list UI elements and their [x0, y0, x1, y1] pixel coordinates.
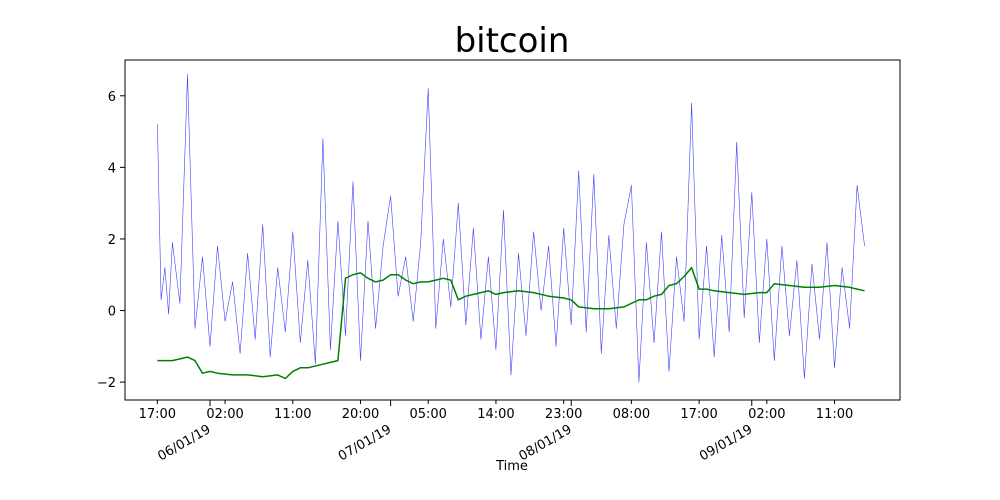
x-tick-label: 23:00: [545, 407, 582, 422]
y-tick-label: 0: [108, 305, 116, 320]
x-tick-label: 05:00: [409, 407, 446, 422]
x-tick-label: 17:00: [680, 407, 717, 422]
x-tick-label: 20:00: [342, 407, 379, 422]
y-tick-label: −2: [97, 376, 116, 391]
x-major-tick-label: 08/01/19: [517, 422, 575, 464]
x-tick-label: 11:00: [274, 407, 311, 422]
x-tick-label: 02:00: [206, 407, 243, 422]
plot-frame: [124, 59, 901, 401]
plot-area: [157, 74, 865, 383]
chart-title: bitcoin: [455, 21, 570, 61]
x-axis-label: Time: [495, 459, 528, 474]
x-tick-label: 17:00: [139, 407, 176, 422]
y-axis: −2 0 2 4 6: [97, 90, 125, 391]
series-line-mean: [157, 266, 865, 380]
y-tick-label: 6: [108, 90, 116, 105]
x-tick-label: 11:00: [816, 407, 853, 422]
x-major-tick-label: 09/01/19: [697, 422, 755, 464]
x-axis: 17:00 02:00 11:00 20:00 05:00 14:00 23:00 08:00…: [139, 400, 853, 464]
x-major-tick-label: 07/01/19: [336, 422, 394, 464]
y-tick-label: 2: [108, 233, 116, 248]
x-tick-label: 14:00: [477, 407, 514, 422]
y-tick-label: 4: [108, 161, 116, 176]
series-line-raw: [157, 74, 865, 383]
x-tick-label: 08:00: [613, 407, 650, 422]
x-tick-label: 02:00: [748, 407, 785, 422]
x-major-tick-label: 06/01/19: [155, 422, 213, 464]
